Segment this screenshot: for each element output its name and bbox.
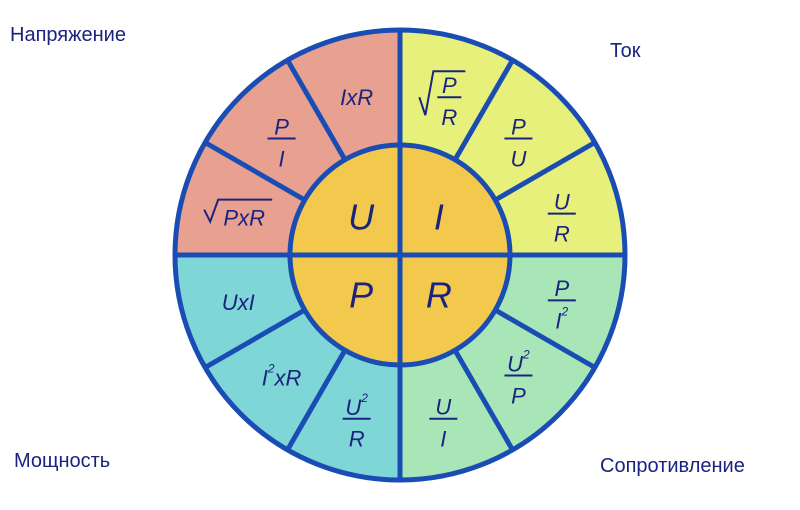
svg-text:P: P [511, 114, 526, 139]
svg-text:P: P [511, 383, 526, 408]
center-letter-resistance: R [426, 274, 452, 315]
corner-label-bottom-right: Сопротивление [600, 455, 745, 478]
center-letter-current: I [434, 197, 444, 238]
svg-text:I: I [278, 146, 284, 171]
svg-text:I: I [440, 427, 446, 452]
svg-text:R: R [441, 105, 457, 130]
svg-text:R: R [554, 221, 570, 246]
formula-power-2: UxI [222, 290, 255, 315]
ohms-law-wheel: UIRPPxRPIIxRPRPUURPI2U2PUIU2RI2xRUxI [0, 0, 800, 510]
formula-voltage-2: IxR [340, 85, 373, 110]
svg-text:U: U [435, 395, 451, 420]
svg-text:UxI: UxI [222, 290, 255, 315]
corner-label-top-left: Напряжение [10, 24, 126, 47]
svg-text:P: P [274, 114, 289, 139]
svg-text:P: P [442, 73, 457, 98]
svg-text:I2xR: I2xR [262, 362, 302, 391]
formula-power-1: I2xR [262, 362, 302, 391]
corner-label-bottom-left: Мощность [14, 450, 110, 473]
svg-text:P: P [554, 276, 569, 301]
svg-text:R: R [349, 427, 365, 452]
center-letter-power: P [349, 274, 373, 315]
svg-text:IxR: IxR [340, 85, 373, 110]
svg-text:U: U [554, 189, 570, 214]
svg-text:PxR: PxR [223, 205, 265, 230]
center-letter-voltage: U [348, 197, 375, 238]
svg-text:U: U [510, 146, 526, 171]
corner-label-top-right: Ток [610, 40, 641, 63]
